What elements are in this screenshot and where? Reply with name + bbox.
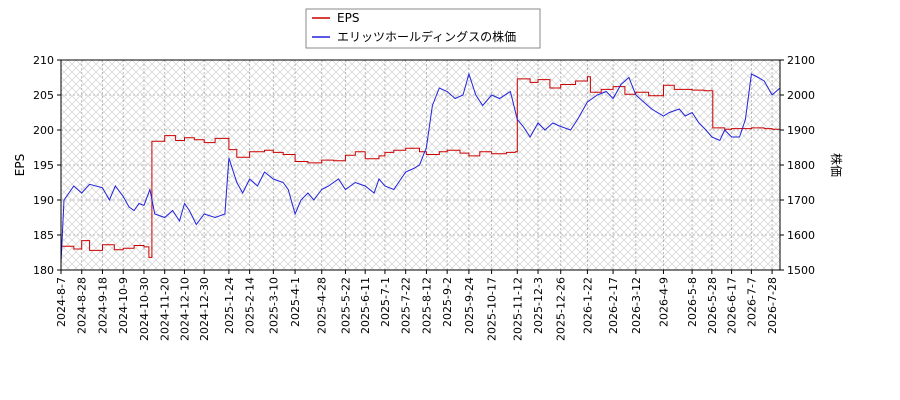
legend: EPS エリッツホールディングスの株価 — [305, 8, 541, 49]
x-tick-label: 2026-5-8 — [686, 277, 699, 327]
x-tick-label: 2025-9-24 — [463, 277, 476, 334]
y-right-tick-label: 1900 — [787, 124, 815, 137]
y-left-tick-label: 205 — [33, 89, 54, 102]
x-tick-label: 2025-2-14 — [244, 277, 257, 334]
x-tick-label: 2025-4-28 — [316, 277, 329, 334]
axes: 180 185 190 195 200 205 210 1500 1600 1700 1800 190… — [13, 54, 844, 341]
x-tick-label: 2025-7-1 — [379, 277, 392, 327]
plot-frame — [60, 59, 781, 271]
x-tick-label: 2025-12-3 — [532, 277, 545, 334]
y-right-tick-label: 1800 — [787, 159, 815, 172]
x-tick-label: 2024-12-10 — [178, 277, 191, 341]
y-left-tick-label: 210 — [33, 54, 54, 67]
x-tick-label: 2025-6-11 — [359, 277, 372, 334]
y-left-axis-label: EPS — [13, 154, 27, 176]
x-tick-label: 2025-7-22 — [400, 277, 413, 334]
y-left-tick-label: 195 — [33, 159, 54, 172]
x-tick-label: 2025-5-22 — [339, 277, 352, 334]
legend-box — [305, 8, 541, 49]
x-tick-label: 2024-11-20 — [159, 277, 172, 341]
y-right-tick-label: 2000 — [787, 89, 815, 102]
x-tick-label: 2025-1-24 — [223, 277, 236, 334]
x-tick-label: 2024-8-28 — [76, 277, 89, 334]
x-tick-label: 2025-12-26 — [555, 277, 568, 341]
x-tick-label: 2025-4-1 — [289, 277, 302, 327]
x-tick-label: 2026-7-7 — [745, 277, 758, 327]
series-layer — [60, 72, 781, 264]
x-tick-label: 2024-10-9 — [117, 277, 130, 334]
x-tick-label: 2026-1-22 — [581, 277, 594, 334]
x-tick-label: 2026-2-17 — [607, 277, 620, 334]
series-line-stock-price — [60, 72, 781, 264]
y-left-tick-label: 190 — [33, 194, 54, 207]
x-tick-label: 2024-8-7 — [55, 277, 68, 327]
x-tick-label: 2025-11-12 — [511, 277, 524, 341]
x-tick-label: 2024-12-30 — [198, 277, 211, 341]
y-left-tick-label: 200 — [33, 124, 54, 137]
x-tick-label: 2024-10-30 — [138, 277, 151, 341]
x-tick-label: 2025-10-17 — [486, 277, 499, 341]
grid — [60, 59, 780, 271]
y-right-tick-label: 1500 — [787, 264, 815, 277]
y-right-axis-label: 株価 — [829, 153, 844, 177]
y-right-tick-label: 1700 — [787, 194, 815, 207]
series-line-eps — [61, 76, 781, 258]
plot-area — [61, 60, 780, 270]
x-tick-label: 2026-6-17 — [726, 277, 739, 334]
x-tick-label: 2026-4-9 — [657, 277, 670, 327]
x-tick-label: 2026-3-12 — [630, 277, 643, 334]
y-right-tick-label: 2100 — [787, 54, 815, 67]
x-tick-label: 2024-9-18 — [96, 277, 109, 334]
x-tick-label: 2025-9-2 — [441, 277, 454, 327]
x-tick-label: 2026-5-28 — [706, 277, 719, 334]
x-tick-label: 2025-8-12 — [420, 277, 433, 334]
y-left-tick-label: 180 — [33, 264, 54, 277]
legend-label: EPS — [337, 11, 359, 25]
x-tick-label: 2026-7-28 — [766, 277, 779, 334]
x-tick-label: 2025-3-10 — [267, 277, 280, 334]
y-left-tick-label: 185 — [33, 229, 54, 242]
legend-label: エリッツホールディングスの株価 — [337, 29, 516, 44]
y-right-tick-label: 1600 — [787, 229, 815, 242]
plot-hatch — [61, 60, 780, 270]
